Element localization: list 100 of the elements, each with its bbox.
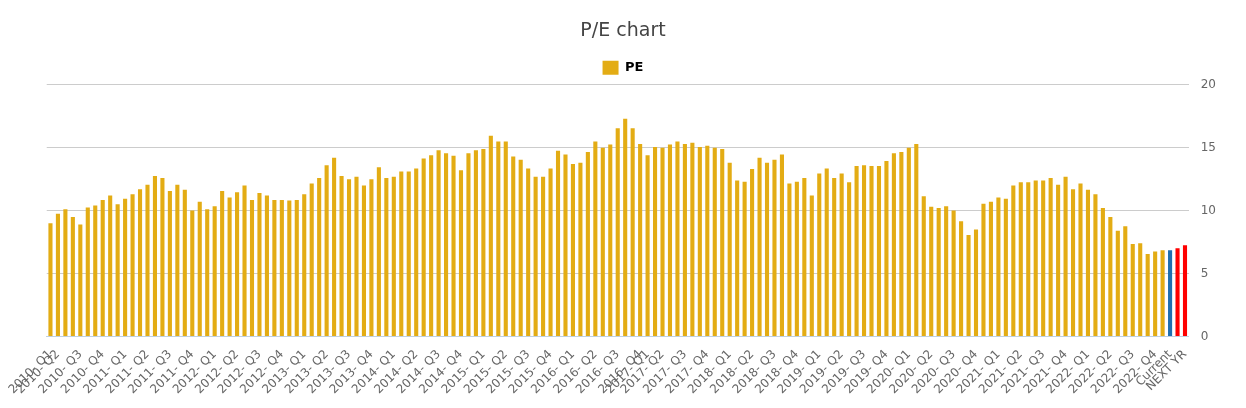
bar (279, 199, 284, 336)
bar (570, 164, 575, 336)
bar (257, 192, 262, 336)
bar (160, 177, 165, 336)
bar (854, 165, 859, 336)
bar (227, 197, 232, 336)
bar (1123, 226, 1128, 336)
bar (264, 195, 269, 336)
bar (496, 141, 501, 336)
bar (1048, 177, 1053, 336)
bar (944, 206, 949, 336)
bar (302, 194, 307, 336)
bar (242, 185, 247, 336)
bar (332, 157, 337, 336)
bar (638, 143, 643, 336)
bar (511, 156, 516, 336)
bar (988, 201, 993, 336)
bar (660, 147, 665, 336)
bar (623, 118, 628, 336)
bar (1063, 176, 1068, 336)
bar (317, 177, 322, 336)
bar (272, 199, 277, 336)
bar (488, 135, 493, 336)
bar (145, 184, 150, 336)
y-tick-label: 10 (1200, 202, 1217, 217)
bar (705, 145, 710, 336)
bar (1175, 248, 1180, 336)
bar (861, 165, 867, 336)
bar (1138, 243, 1143, 336)
bar (63, 209, 68, 336)
bar (869, 165, 874, 336)
bar (578, 162, 583, 336)
bar (1108, 216, 1113, 336)
bar (563, 154, 568, 336)
bar (921, 196, 926, 336)
bar (182, 189, 187, 336)
bar (996, 197, 1001, 336)
bar (593, 141, 598, 336)
bar (384, 177, 389, 336)
bar (966, 235, 971, 336)
bar (906, 147, 911, 336)
bar (757, 157, 762, 336)
bar (973, 229, 979, 336)
y-tick-label: 5 (1200, 265, 1209, 280)
bar (436, 150, 441, 336)
bar (772, 159, 777, 336)
bar (175, 184, 180, 336)
bar (346, 179, 352, 336)
bar (884, 160, 889, 336)
bar (1018, 182, 1023, 336)
bar (93, 205, 98, 336)
bar (391, 176, 396, 336)
bar (78, 224, 83, 336)
bar (429, 155, 434, 336)
bar (824, 168, 829, 336)
bar (750, 169, 755, 336)
bar (1011, 185, 1016, 336)
bar (406, 171, 411, 336)
bar (555, 150, 561, 336)
bar (608, 144, 613, 336)
bar (1033, 180, 1038, 336)
y-tick-label: 20 (1200, 76, 1217, 91)
chart-title: P/E chart (580, 18, 666, 41)
bar (794, 181, 799, 336)
bar (802, 177, 807, 336)
bar (615, 128, 620, 336)
bar (108, 195, 113, 336)
bar (287, 200, 292, 336)
y-tick-label: 0 (1200, 328, 1209, 343)
legend-label: PE (625, 59, 644, 75)
bar (727, 162, 732, 336)
bar (847, 182, 852, 336)
bar (585, 152, 590, 336)
bar (1078, 183, 1083, 336)
bar (817, 173, 822, 336)
bar (376, 167, 381, 336)
bar (899, 152, 904, 336)
bar (1093, 194, 1098, 336)
bar (1026, 182, 1031, 336)
bar (503, 141, 508, 336)
bar (167, 191, 172, 336)
bar (1182, 245, 1188, 336)
bar (123, 198, 128, 336)
bar (458, 170, 464, 336)
bar (712, 147, 717, 336)
bar (361, 185, 367, 336)
bar (48, 223, 53, 336)
bar (779, 154, 784, 336)
bar (1115, 230, 1120, 336)
bar (735, 180, 740, 336)
bar (764, 162, 770, 336)
bar (518, 159, 523, 336)
bar (190, 210, 195, 336)
bar (876, 165, 882, 336)
bar (1070, 189, 1076, 336)
bar (212, 206, 217, 336)
bar (690, 142, 695, 336)
bar (742, 181, 747, 336)
bar (294, 199, 299, 336)
bar (444, 153, 449, 336)
